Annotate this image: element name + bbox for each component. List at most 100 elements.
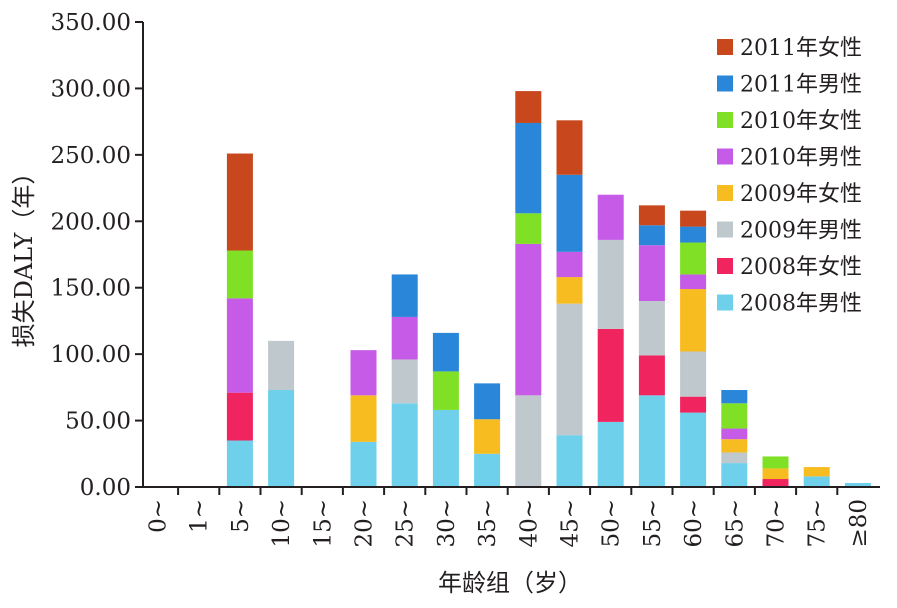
bar-segment (721, 403, 748, 429)
bar-segment (597, 328, 624, 422)
y-tick-label: 0.00 (80, 475, 131, 501)
x-axis-title: 年龄组（岁） (438, 569, 582, 597)
legend-label: 2011年男性 (740, 73, 862, 98)
bar-segment (515, 243, 542, 396)
bar-segment (762, 479, 789, 487)
bar-segment (680, 226, 707, 243)
bar-segment (350, 350, 377, 396)
legend-label: 2008年女性 (740, 255, 862, 280)
legend-swatch (717, 185, 733, 201)
bar-segment (597, 239, 624, 329)
bar-segment (680, 351, 707, 397)
x-category-label: 40~ (516, 499, 542, 548)
bar-segment (597, 194, 624, 240)
x-category-label: 70~ (764, 499, 790, 548)
bar-segment (350, 441, 377, 487)
x-category-label: 1~ (187, 499, 213, 533)
bar-segment (638, 225, 665, 246)
bar-segment (515, 91, 542, 123)
bar-segment (391, 274, 418, 317)
y-tick-label: 200.00 (51, 209, 131, 235)
x-category-label: 25~ (393, 499, 419, 548)
bar-segment (556, 435, 583, 487)
bar-segment (844, 483, 871, 487)
legend-swatch (717, 112, 733, 128)
bar-segment (680, 412, 707, 487)
x-category-label: 30~ (434, 499, 460, 548)
bar-segment (474, 383, 501, 420)
bar-segment (515, 395, 542, 487)
bar-segment (721, 463, 748, 487)
y-tick-label: 100.00 (51, 342, 131, 368)
bar-segment (474, 419, 501, 454)
bar-segment (680, 210, 707, 227)
legend-label: 2009年女性 (740, 182, 862, 207)
bar-segment (226, 250, 253, 299)
bar-segment (391, 403, 418, 487)
bar-segment (474, 453, 501, 487)
bar-segment (680, 242, 707, 275)
x-category-label: 0~ (146, 499, 172, 533)
bar-segment (556, 277, 583, 304)
bar-segment (391, 316, 418, 360)
legend-swatch (717, 39, 733, 55)
legend-label: 2010年男性 (740, 146, 862, 171)
bar-segment (597, 421, 624, 487)
x-category-label: 10~ (269, 499, 295, 548)
bar-segment (680, 396, 707, 413)
legend-swatch (717, 258, 733, 274)
bar-segment (515, 122, 542, 214)
bar-segment (638, 355, 665, 396)
legend: 2011年女性 2011年男性 2010年女性 2010年男性 2009年女性 2009年… (717, 36, 862, 317)
bar-segment (680, 289, 707, 352)
bar-segment (721, 428, 748, 440)
bar-segment (432, 409, 459, 487)
bar-segment (226, 298, 253, 393)
x-category-label: 45~ (558, 499, 584, 548)
bar-segment (268, 340, 295, 391)
x-category-label: 75~ (805, 499, 831, 548)
y-tick-label: 150.00 (51, 276, 131, 302)
bar-segment (638, 205, 665, 226)
x-category-label: ≥80 (846, 499, 872, 548)
bar-segment (803, 476, 830, 487)
bar-segment (268, 390, 295, 487)
x-category-label: 50~ (599, 499, 625, 548)
bar-segment (556, 174, 583, 252)
y-tick-label: 50.00 (65, 409, 131, 435)
x-category-label: 55~ (640, 499, 666, 548)
x-category-label: 20~ (352, 499, 378, 548)
bar-segment (556, 120, 583, 175)
legend-label: 2008年男性 (740, 292, 862, 317)
bar-segment (556, 251, 583, 278)
x-category-label: 15~ (310, 499, 336, 548)
bar-segment (638, 395, 665, 487)
legend-swatch (717, 221, 733, 238)
legend-label: 2011年女性 (740, 36, 862, 61)
bar-segment (226, 440, 253, 487)
bar-segment (721, 439, 748, 453)
legend-swatch (717, 294, 733, 311)
bar-segment (556, 303, 583, 436)
bar-segment (226, 392, 253, 441)
bar-segment (515, 213, 542, 244)
bar-segment (638, 301, 665, 356)
bar-segment (391, 359, 418, 404)
bar-segment (432, 371, 459, 410)
bar-segment (721, 390, 748, 404)
x-category-label: 35~ (475, 499, 501, 548)
x-axis-ticks: 0~ 1~ 5~ 10~ 15~ 20~ 25~ 30~ 35~ 40~ 45~ 50~ 55~ 60~ 6… (146, 487, 872, 548)
y-axis-title: 损失DALY（年） (10, 161, 38, 348)
y-tick-label: 350.00 (51, 10, 131, 36)
bar-segment (803, 467, 830, 477)
bar-segment (350, 395, 377, 442)
legend-label: 2009年男性 (740, 219, 862, 244)
bar-stacks (226, 91, 871, 487)
bar-segment (762, 456, 789, 469)
x-category-label: 5~ (228, 499, 254, 533)
legend-swatch (717, 148, 733, 165)
x-category-label: 65~ (722, 499, 748, 548)
y-tick-label: 250.00 (51, 143, 131, 169)
